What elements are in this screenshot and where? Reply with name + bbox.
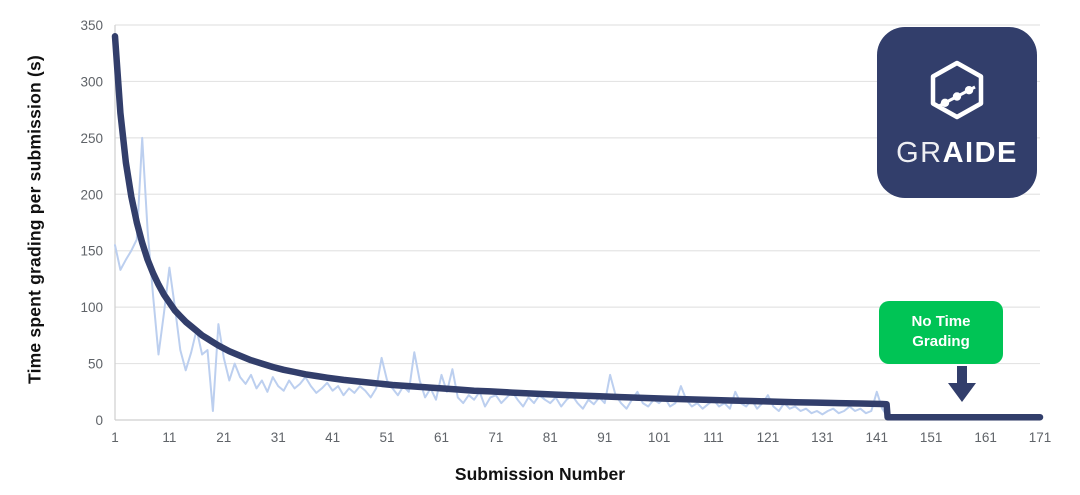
logo-text-gr: GR xyxy=(896,136,943,169)
x-tick-label-101: 101 xyxy=(648,430,671,445)
x-tick-label-41: 41 xyxy=(325,430,340,445)
y-tick-label-350: 350 xyxy=(80,18,103,33)
y-tick-label-100: 100 xyxy=(80,300,103,315)
x-tick-label-161: 161 xyxy=(974,430,997,445)
y-tick-label-150: 150 xyxy=(80,244,103,259)
y-axis-title: Time spent grading per submission (s) xyxy=(24,55,45,385)
x-tick-label-121: 121 xyxy=(757,430,780,445)
x-tick-label-111: 111 xyxy=(703,430,724,445)
y-tick-label-250: 250 xyxy=(80,131,103,146)
graide-hexagon-icon xyxy=(922,58,992,129)
badge-line-1: No Time xyxy=(911,313,971,330)
x-tick-label-61: 61 xyxy=(434,430,449,445)
x-tick-label-51: 51 xyxy=(380,430,395,445)
y-tick-label-50: 50 xyxy=(88,357,103,372)
x-tick-label-11: 11 xyxy=(162,430,176,445)
down-arrow-icon xyxy=(948,366,976,402)
x-tick-label-1: 1 xyxy=(111,430,119,445)
y-tick-label-300: 300 xyxy=(80,74,103,89)
series-line-1 xyxy=(111,33,1044,421)
x-tick-label-151: 151 xyxy=(920,430,943,445)
no-time-grading-badge: No Time Grading xyxy=(879,301,1003,364)
y-tick-label-0: 0 xyxy=(95,413,103,428)
x-tick-label-81: 81 xyxy=(543,430,558,445)
y-tick-label-200: 200 xyxy=(80,187,103,202)
graide-logo: GRAIDE xyxy=(877,27,1037,198)
x-tick-label-91: 91 xyxy=(597,430,612,445)
x-tick-label-141: 141 xyxy=(865,430,888,445)
x-tick-label-171: 171 xyxy=(1029,430,1052,445)
x-tick-label-71: 71 xyxy=(488,430,503,445)
x-tick-label-31: 31 xyxy=(271,430,286,445)
x-tick-label-131: 131 xyxy=(811,430,834,445)
logo-wordmark: GRAIDE xyxy=(896,136,1018,169)
badge-line-2: Grading xyxy=(912,333,970,351)
logo-text-aide: AIDE xyxy=(942,136,1018,169)
x-axis-title: Submission Number xyxy=(454,464,626,484)
x-tick-label-21: 21 xyxy=(216,430,231,445)
